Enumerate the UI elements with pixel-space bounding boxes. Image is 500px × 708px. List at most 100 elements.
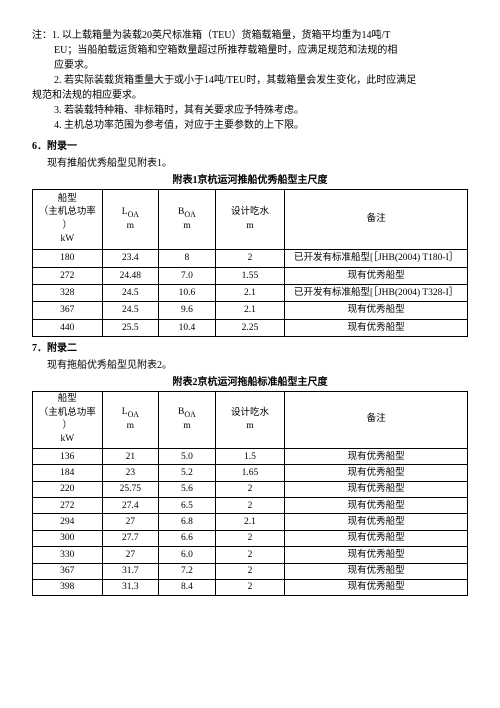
cell: 2 bbox=[215, 250, 285, 267]
cell: 184 bbox=[33, 465, 103, 481]
cell: 2.1 bbox=[215, 514, 285, 530]
cell: 6.6 bbox=[159, 530, 216, 546]
cell: 现有优秀船型 bbox=[285, 563, 468, 579]
cell: 300 bbox=[33, 530, 103, 546]
table-1: 船型 （主机总功率 ） kW LOA m BOA m 设计吃水 m 备注 180… bbox=[32, 189, 468, 337]
cell: 23 bbox=[102, 465, 159, 481]
table-2: 船型 （主机总功率 ） kW LOA m BOA m 设计吃水 m 备注 136… bbox=[32, 391, 468, 596]
cell: 2 bbox=[215, 579, 285, 595]
cell: 7.0 bbox=[159, 267, 216, 284]
cell: 现有优秀船型 bbox=[285, 498, 468, 514]
section-7-head: 7．附录二 bbox=[32, 341, 468, 356]
table-row: 27224.487.01.55现有优秀船型 bbox=[33, 267, 468, 284]
t1-h3s: OA bbox=[184, 210, 195, 219]
t2-h5: 备注 bbox=[285, 391, 468, 448]
section-7-sub: 现有拖船优秀船型见附表2。 bbox=[32, 358, 468, 373]
table-1-head: 船型 （主机总功率 ） kW LOA m BOA m 设计吃水 m 备注 bbox=[33, 190, 468, 250]
table-row: 184235.21.65现有优秀船型 bbox=[33, 465, 468, 481]
cell: 2.1 bbox=[215, 284, 285, 301]
cell: 272 bbox=[33, 267, 103, 284]
cell: 136 bbox=[33, 449, 103, 465]
cell: 25.75 bbox=[102, 481, 159, 497]
cell: 24.5 bbox=[102, 284, 159, 301]
t1-h5: 备注 bbox=[285, 190, 468, 250]
cell: 现有优秀船型 bbox=[285, 319, 468, 336]
cell: 6.0 bbox=[159, 547, 216, 563]
cell: 2 bbox=[215, 563, 285, 579]
t1-h3: BOA m bbox=[159, 190, 216, 250]
section-6-head: 6．附录一 bbox=[32, 139, 468, 154]
t2-h4b: m bbox=[246, 421, 253, 431]
table-1-title: 附表1京杭运河推船优秀船型主尺度 bbox=[32, 173, 468, 188]
table-row: 36731.77.22现有优秀船型 bbox=[33, 563, 468, 579]
cell: 现有优秀船型 bbox=[285, 267, 468, 284]
table-2-head: 船型 （主机总功率 ） kW LOA m BOA m 设计吃水 m 备注 bbox=[33, 391, 468, 448]
cell: 294 bbox=[33, 514, 103, 530]
table-row: 27227.46.52现有优秀船型 bbox=[33, 498, 468, 514]
cell: 25.5 bbox=[102, 319, 159, 336]
cell: 7.2 bbox=[159, 563, 216, 579]
t2-h3b: m bbox=[183, 421, 190, 431]
cell: 已开发有标准船型[［JHB(2004) T328-I］ bbox=[285, 284, 468, 301]
cell: 5.6 bbox=[159, 481, 216, 497]
cell: 10.4 bbox=[159, 319, 216, 336]
t2-h2b: m bbox=[127, 421, 134, 431]
table-row: 294276.82.1现有优秀船型 bbox=[33, 514, 468, 530]
t2-h1b: （主机总功率 bbox=[39, 408, 96, 418]
cell: 1.5 bbox=[215, 449, 285, 465]
note-1-line3: 应要求。 bbox=[32, 58, 468, 73]
cell: 现有优秀船型 bbox=[285, 481, 468, 497]
cell: 2 bbox=[215, 530, 285, 546]
t1-h1b: （主机总功率 bbox=[39, 207, 96, 217]
t2-h4: 设计吃水 m bbox=[215, 391, 285, 448]
t2-h4a: 设计吃水 bbox=[231, 408, 269, 418]
cell: 180 bbox=[33, 250, 103, 267]
table-1-body: 18023.482已开发有标准船型[［JHB(2004) T180-I］ 272… bbox=[33, 250, 468, 337]
table-row: 44025.510.42.25现有优秀船型 bbox=[33, 319, 468, 336]
cell: 6.5 bbox=[159, 498, 216, 514]
cell: 328 bbox=[33, 284, 103, 301]
t2-h3s: OA bbox=[184, 410, 195, 419]
cell: 8.4 bbox=[159, 579, 216, 595]
cell: 24.5 bbox=[102, 302, 159, 319]
table-row: 22025.755.62现有优秀船型 bbox=[33, 481, 468, 497]
note-2-line2: 规范和法规的相应要求。 bbox=[32, 88, 468, 103]
note-3: 3. 若装载特种箱、非标箱时，其有关要求应予特殊考虑。 bbox=[32, 103, 468, 118]
cell: 8 bbox=[159, 250, 216, 267]
t2-h1a: 船型 bbox=[58, 394, 77, 404]
table-row: 36724.59.62.1现有优秀船型 bbox=[33, 302, 468, 319]
note-2-line1: 2. 若实际装载货箱重量大于或小于14吨/TEU时，其载箱量会发生变化，此时应满… bbox=[32, 73, 468, 88]
cell: 9.6 bbox=[159, 302, 216, 319]
cell: 367 bbox=[33, 302, 103, 319]
t1-h3b: m bbox=[183, 221, 190, 231]
cell: 10.6 bbox=[159, 284, 216, 301]
cell: 6.8 bbox=[159, 514, 216, 530]
t1-h2b: m bbox=[127, 221, 134, 231]
cell: 1.55 bbox=[215, 267, 285, 284]
cell: 398 bbox=[33, 579, 103, 595]
cell: 23.4 bbox=[102, 250, 159, 267]
cell: 2 bbox=[215, 547, 285, 563]
t1-h2s: OA bbox=[128, 210, 139, 219]
cell: 2.1 bbox=[215, 302, 285, 319]
cell: 5.0 bbox=[159, 449, 216, 465]
table-row: 39831.38.42现有优秀船型 bbox=[33, 579, 468, 595]
cell: 24.48 bbox=[102, 267, 159, 284]
cell: 2 bbox=[215, 498, 285, 514]
cell: 27.4 bbox=[102, 498, 159, 514]
cell: 5.2 bbox=[159, 465, 216, 481]
cell: 现有优秀船型 bbox=[285, 465, 468, 481]
cell: 现有优秀船型 bbox=[285, 579, 468, 595]
table-row: 18023.482已开发有标准船型[［JHB(2004) T180-I］ bbox=[33, 250, 468, 267]
cell: 27.7 bbox=[102, 530, 159, 546]
t1-h1d: kW bbox=[60, 234, 74, 244]
table-row: 30027.76.62现有优秀船型 bbox=[33, 530, 468, 546]
note-1-line2: EU；当船舶载运货箱和空箱数量超过所推荐载箱量时，应满足规范和法规的相 bbox=[32, 43, 468, 58]
section-6-sub: 现有推船优秀船型见附表1。 bbox=[32, 156, 468, 171]
t2-h2s: OA bbox=[128, 410, 139, 419]
cell: 2.25 bbox=[215, 319, 285, 336]
cell: 220 bbox=[33, 481, 103, 497]
cell: 2 bbox=[215, 481, 285, 497]
t1-h2: LOA m bbox=[102, 190, 159, 250]
t1-h4: 设计吃水 m bbox=[215, 190, 285, 250]
